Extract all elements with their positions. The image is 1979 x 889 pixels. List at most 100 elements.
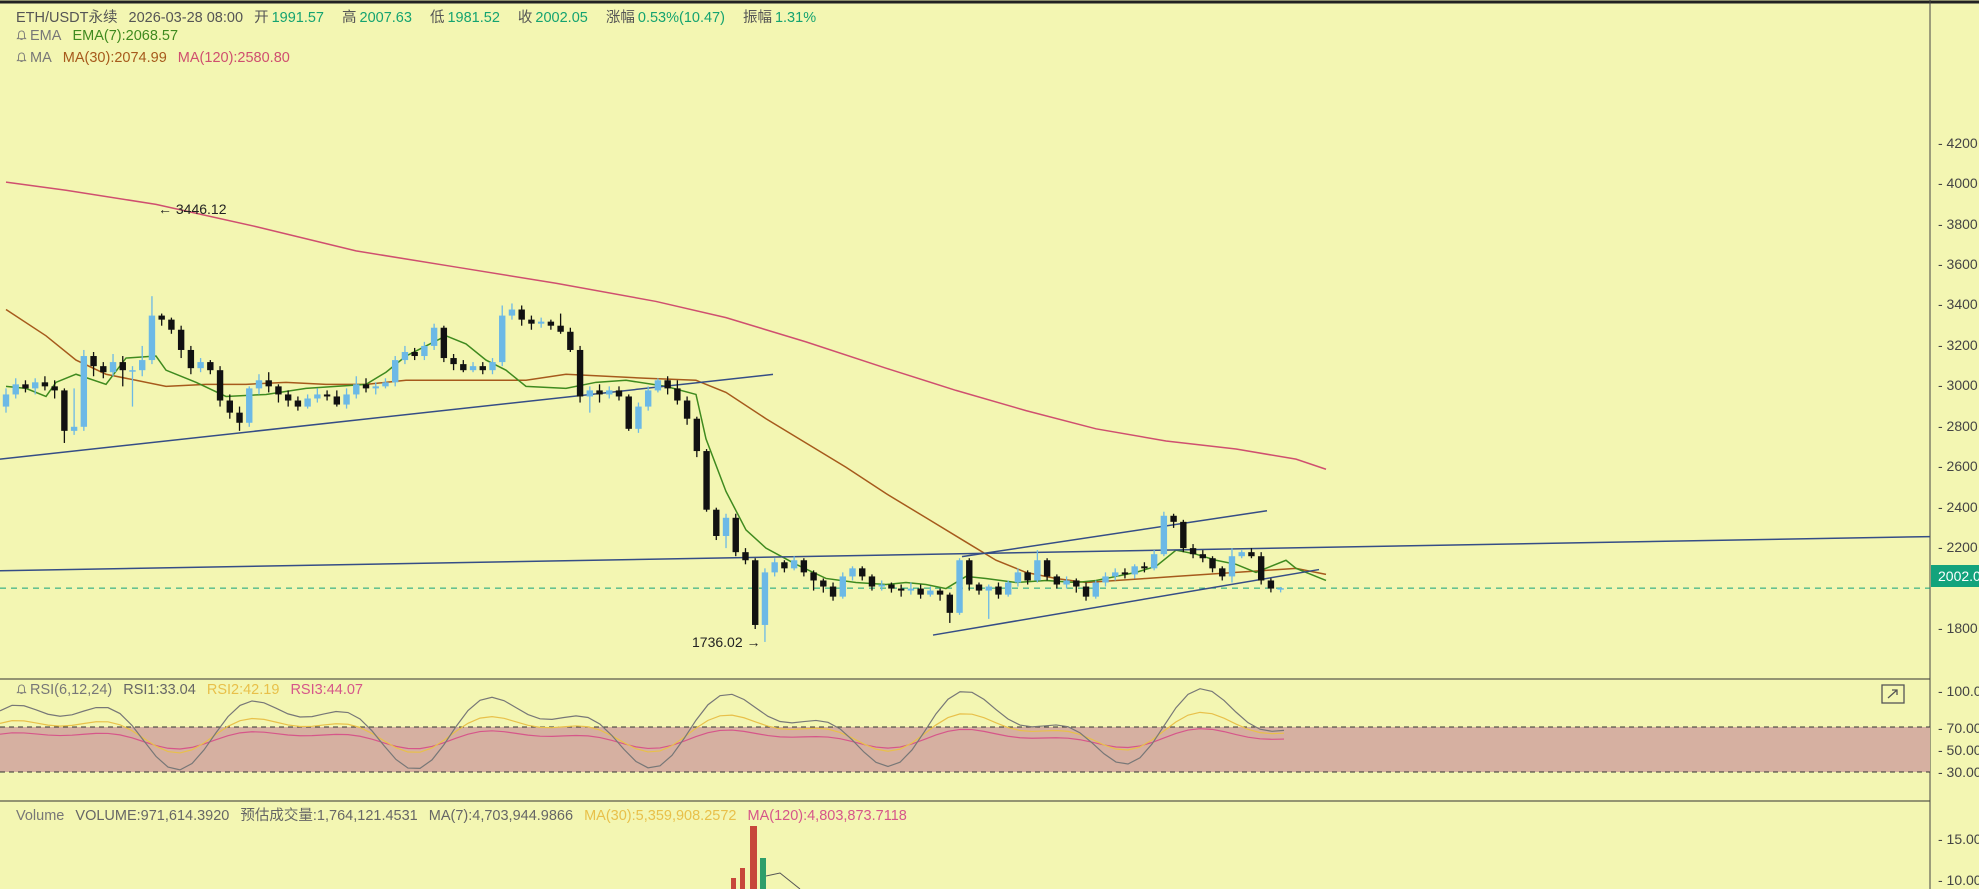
- candle-body[interactable]: [625, 396, 632, 429]
- candle-body[interactable]: [129, 370, 136, 372]
- bell-icon[interactable]: [16, 52, 27, 63]
- candle-body[interactable]: [1170, 515, 1177, 522]
- candle-body[interactable]: [927, 590, 934, 595]
- candle-body[interactable]: [1112, 572, 1119, 577]
- candle-body[interactable]: [411, 351, 418, 357]
- trendline[interactable]: [961, 509, 1268, 558]
- candle-body[interactable]: [567, 331, 574, 350]
- candle-body[interactable]: [12, 384, 19, 395]
- candle-body[interactable]: [664, 380, 671, 389]
- candle-body[interactable]: [255, 380, 263, 389]
- candle-body[interactable]: [946, 594, 954, 613]
- candle-body[interactable]: [518, 309, 525, 320]
- candle-body[interactable]: [956, 560, 963, 613]
- candle-body[interactable]: [917, 588, 924, 595]
- candle-body[interactable]: [469, 366, 477, 371]
- candle-body[interactable]: [596, 390, 603, 395]
- candle-body[interactable]: [1209, 558, 1216, 569]
- candle-body[interactable]: [51, 386, 58, 391]
- candle-body[interactable]: [246, 388, 253, 423]
- candle-body[interactable]: [479, 366, 486, 371]
- candle-body[interactable]: [722, 517, 730, 536]
- candle-body[interactable]: [100, 366, 107, 373]
- trendline[interactable]: [0, 535, 1931, 572]
- candle-body[interactable]: [820, 580, 827, 587]
- candle-body[interactable]: [333, 396, 341, 405]
- candle-body[interactable]: [537, 321, 545, 324]
- candle-body[interactable]: [1180, 521, 1187, 549]
- candle-body[interactable]: [1082, 586, 1090, 597]
- candle-body[interactable]: [1004, 582, 1012, 595]
- candle-body[interactable]: [839, 576, 846, 597]
- candle-body[interactable]: [1121, 572, 1129, 575]
- candle-body[interactable]: [430, 327, 438, 346]
- expand-icon[interactable]: [1881, 684, 1905, 704]
- candle-body[interactable]: [1199, 554, 1206, 559]
- candle-body[interactable]: [294, 400, 302, 407]
- candle-body[interactable]: [635, 406, 642, 429]
- candle-body[interactable]: [343, 394, 350, 405]
- ma-name[interactable]: MA: [30, 50, 52, 66]
- candle-body[interactable]: [362, 384, 370, 389]
- candle-body[interactable]: [22, 384, 29, 389]
- candle-body[interactable]: [703, 451, 710, 510]
- candle-body[interactable]: [1092, 582, 1099, 597]
- bell-icon[interactable]: [16, 30, 27, 41]
- candle-body[interactable]: [216, 370, 224, 401]
- candle-body[interactable]: [197, 362, 204, 369]
- candle-body[interactable]: [372, 386, 379, 389]
- candle-body[interactable]: [1102, 576, 1109, 583]
- trendline[interactable]: [0, 373, 774, 460]
- candle-body[interactable]: [440, 327, 448, 359]
- candle-body[interactable]: [236, 412, 243, 423]
- candle-body[interactable]: [713, 509, 720, 536]
- candle-body[interactable]: [1131, 566, 1138, 575]
- candle-body[interactable]: [849, 568, 856, 577]
- candle-body[interactable]: [323, 394, 331, 397]
- candle-body[interactable]: [975, 584, 983, 591]
- candle-body[interactable]: [810, 572, 817, 581]
- trendline[interactable]: [932, 568, 1320, 636]
- candle-body[interactable]: [1189, 548, 1197, 555]
- candle-body[interactable]: [401, 351, 409, 361]
- candle-body[interactable]: [353, 384, 360, 395]
- candle-body[interactable]: [1141, 566, 1148, 569]
- candle-body[interactable]: [1014, 572, 1022, 583]
- candle-body[interactable]: [897, 588, 905, 591]
- candle-body[interactable]: [683, 400, 691, 419]
- candle-body[interactable]: [878, 584, 885, 587]
- candle-body[interactable]: [1257, 556, 1265, 581]
- candle-body[interactable]: [177, 329, 185, 350]
- candle-body[interactable]: [1160, 515, 1168, 555]
- volume-bar[interactable]: [750, 826, 757, 889]
- candle-body[interactable]: [1277, 588, 1284, 590]
- bell-icon[interactable]: [16, 684, 27, 695]
- candle-body[interactable]: [304, 398, 311, 407]
- candle-body[interactable]: [1024, 572, 1031, 581]
- candle-body[interactable]: [392, 360, 399, 383]
- candle-body[interactable]: [499, 315, 506, 363]
- candle-body[interactable]: [752, 560, 759, 625]
- candle-body[interactable]: [314, 394, 321, 399]
- candle-body[interactable]: [936, 590, 944, 595]
- candle-body[interactable]: [606, 390, 613, 395]
- candle-body[interactable]: [508, 309, 516, 316]
- candle-body[interactable]: [761, 572, 769, 625]
- candle-body[interactable]: [829, 586, 837, 597]
- candle-body[interactable]: [80, 356, 88, 427]
- candle-body[interactable]: [547, 321, 555, 326]
- candle-body[interactable]: [888, 584, 895, 589]
- candle-body[interactable]: [781, 562, 788, 569]
- candle-body[interactable]: [1150, 554, 1158, 569]
- candle-body[interactable]: [790, 560, 798, 569]
- candle-body[interactable]: [1034, 560, 1041, 581]
- candle-body[interactable]: [674, 388, 681, 401]
- candle-body[interactable]: [158, 315, 165, 320]
- symbol-label[interactable]: ETH/USDT永续: [16, 10, 118, 26]
- candle-body[interactable]: [148, 315, 156, 361]
- candle-body[interactable]: [226, 400, 233, 413]
- candle-body[interactable]: [907, 588, 915, 591]
- candle-body[interactable]: [284, 394, 292, 401]
- candle-body[interactable]: [1248, 552, 1255, 557]
